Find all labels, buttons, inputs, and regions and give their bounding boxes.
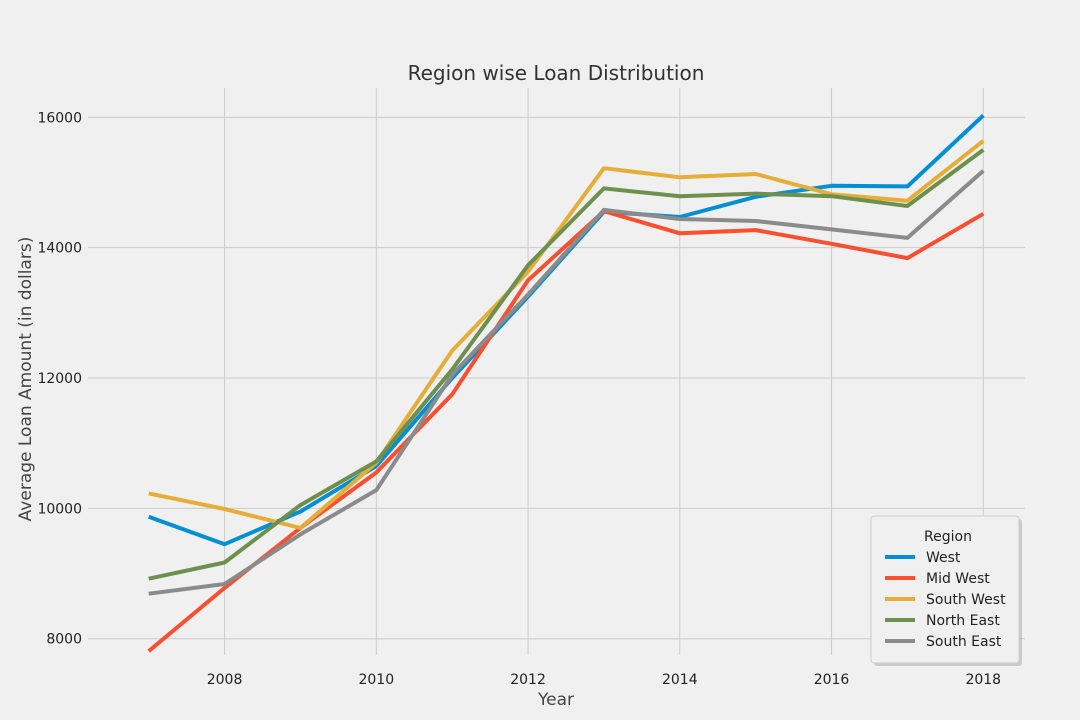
legend-title: Region bbox=[924, 529, 972, 545]
legend: Region West Mid West South West North East S… bbox=[870, 515, 1022, 666]
legend-label-west: West bbox=[926, 550, 961, 566]
y-axis-title: Average Loan Amount (in dollars) bbox=[16, 237, 36, 522]
series-line-south-west bbox=[148, 139, 985, 530]
series-line-mid-west bbox=[147, 209, 985, 653]
tick-labels: 2008 2010 2012 2014 2016 2018 8000 10000 12000 14… bbox=[37, 110, 1001, 688]
series-line-west bbox=[148, 113, 985, 547]
y-tick-label: 16000 bbox=[37, 110, 82, 126]
legend-label-north-east: North East bbox=[926, 613, 1000, 629]
y-tick-label: 8000 bbox=[46, 632, 82, 648]
legend-label-south-east: South East bbox=[926, 634, 1002, 650]
legend-box bbox=[870, 515, 1020, 664]
x-tick-label: 2010 bbox=[358, 672, 394, 688]
y-tick-label: 14000 bbox=[37, 241, 82, 257]
x-axis-title: Year bbox=[537, 690, 574, 710]
legend-label-south-west: South West bbox=[926, 592, 1006, 608]
chart-title: Region wise Loan Distribution bbox=[408, 61, 705, 85]
grid bbox=[88, 88, 1025, 655]
x-tick-label: 2014 bbox=[662, 672, 698, 688]
series-line-south-east bbox=[148, 169, 985, 596]
legend-items: West Mid West South West North East South Ea… bbox=[885, 550, 1006, 650]
x-tick-label: 2008 bbox=[207, 672, 243, 688]
x-tick-label: 2012 bbox=[510, 672, 546, 688]
legend-label-mid-west: Mid West bbox=[926, 571, 990, 587]
x-tick-label: 2018 bbox=[965, 672, 1001, 688]
x-tick-label: 2016 bbox=[814, 672, 850, 688]
series-line-north-east bbox=[148, 148, 985, 581]
y-tick-label: 10000 bbox=[37, 501, 82, 517]
series-lines bbox=[147, 113, 985, 653]
y-tick-label: 12000 bbox=[37, 371, 82, 387]
